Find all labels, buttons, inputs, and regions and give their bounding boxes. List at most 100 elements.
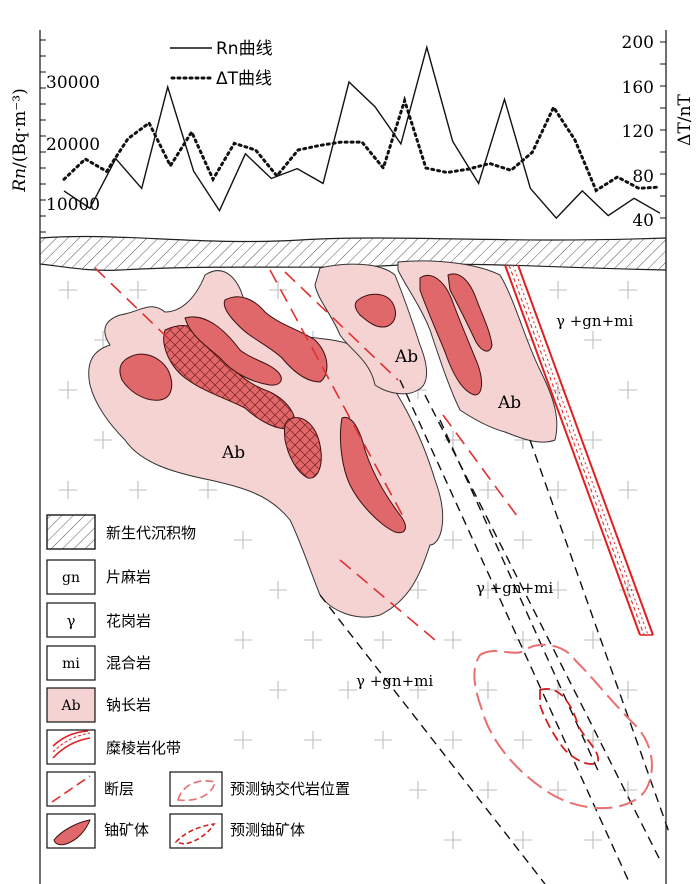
rn-series-line	[63, 44, 661, 220]
granite-plus-mark	[619, 781, 637, 799]
mylonite-zone	[504, 264, 654, 636]
legend-symbol-migmatite-text: mi	[62, 656, 80, 672]
granite-plus-mark	[549, 781, 567, 799]
legend-rn-label: Rn曲线	[216, 39, 273, 59]
granite-plus-mark	[444, 831, 462, 849]
ore-body	[447, 273, 493, 352]
fault-line	[284, 271, 399, 381]
granite-plus-mark	[514, 831, 532, 849]
granite-plus-mark	[514, 631, 532, 649]
left-axis-label: Rn/(Bq·m⁻³)	[10, 88, 30, 192]
ore-body	[184, 316, 282, 386]
left-axis-ticks	[40, 39, 46, 233]
dt-series-line	[62, 95, 662, 193]
granite-plus-mark	[374, 631, 392, 649]
granite-plus-mark	[479, 781, 497, 799]
ore-body	[354, 293, 396, 328]
granite-plus-mark	[479, 681, 497, 699]
black-dashed-lines	[319, 379, 671, 884]
granite-plus-mark	[129, 481, 147, 499]
granite-plus-mark	[619, 281, 637, 299]
legend-label-ore: 铀矿体	[104, 821, 149, 839]
legend-label-predicted-ore: 预测铀矿体	[230, 821, 305, 839]
granite-plus-mark	[514, 731, 532, 749]
ore-body	[339, 416, 406, 534]
granite-plus-mark	[584, 531, 602, 549]
legend-label-cenozoic: 新生代沉积物	[106, 524, 196, 542]
granite-plus-mark	[59, 381, 77, 399]
legend-label-predicted-albitite: 预测钠交代岩位置	[230, 780, 350, 798]
granite-plus-mark	[409, 681, 427, 699]
legend-label-granite: 花岗岩	[106, 612, 151, 630]
legend-symbol-ore	[46, 813, 96, 849]
albitite-body-middle	[314, 263, 427, 395]
granite-plus-mark	[409, 781, 427, 799]
right-axis-label: ΔT/nT	[675, 94, 695, 146]
cross-section: Ab Ab Ab γ +gn+mi γ +gn+mi γ +gn+mi	[39, 235, 671, 884]
granite-plus-mark	[584, 431, 602, 449]
granite-plus-mark	[479, 581, 497, 599]
left-axis-tick-label: 10000	[46, 195, 100, 215]
granite-label-middle: γ +gn+mi	[476, 579, 553, 597]
legend-label-mylonite: 糜棱岩化带	[106, 739, 181, 757]
ore-body	[419, 275, 483, 396]
map-legend: 新生代沉积物 gn 片麻岩 γ 花岗岩 mi 混合岩 Ab 钠长岩 糜棱岩化带 …	[46, 514, 350, 849]
legend-symbol-cenozoic	[46, 514, 96, 550]
legend-label-gneiss: 片麻岩	[106, 568, 151, 586]
granite-plus-mark	[269, 281, 287, 299]
legend-symbol-gneiss	[46, 559, 96, 595]
chart-legend: Rn曲线 ΔT曲线	[170, 39, 273, 89]
right-axis-tick-label: 120	[622, 122, 654, 142]
faults	[94, 267, 521, 641]
granite-plus-mark	[94, 431, 112, 449]
granite-plus-mark	[409, 581, 427, 599]
granite-plus-mark	[444, 531, 462, 549]
granite-plus-mark	[59, 481, 77, 499]
profile-chart: 30000 20000 10000 200 160 120 80 40 Rn/(…	[10, 30, 695, 240]
legend-label-albitite: 钠长岩	[106, 696, 151, 714]
legend-symbol-albitite	[46, 687, 96, 723]
granite-plus-mark	[479, 481, 497, 499]
ore-body	[223, 296, 328, 383]
predicted-albitite-outline	[473, 643, 653, 810]
granite-plus-mark	[234, 531, 252, 549]
granite-plus-mark	[339, 681, 357, 699]
albitite-label-main: Ab	[221, 443, 245, 463]
granite-plus-mark	[269, 581, 287, 599]
granite-plus-mark	[444, 731, 462, 749]
granite-plus-mark	[129, 281, 147, 299]
granite-plus-mark	[374, 731, 392, 749]
granite-plus-mark	[549, 281, 567, 299]
legend-symbol-granite-text: γ	[67, 612, 76, 630]
legend-symbol-mylonite	[46, 729, 96, 765]
legend-symbol-predicted-ore	[169, 813, 223, 849]
granite-plus-mark	[584, 831, 602, 849]
granite-plus-mark	[199, 481, 217, 499]
granite-plus-mark	[514, 531, 532, 549]
legend-symbol-gneiss-text: gn	[62, 570, 80, 586]
legend-symbol-fault	[46, 771, 96, 807]
granite-plus-mark	[304, 631, 322, 649]
right-axis-tick-label: 40	[632, 211, 654, 231]
albitite-label-middle: Ab	[394, 347, 418, 367]
cenozoic-sediment-layer	[39, 235, 667, 271]
right-axis-ticks	[660, 41, 666, 219]
granite-plus-mark	[234, 631, 252, 649]
legend-symbol-predicted-albitite	[169, 771, 223, 807]
granite-plus-mark	[549, 681, 567, 699]
granite-plus-mark	[549, 481, 567, 499]
albitite-label-right: Ab	[497, 393, 521, 413]
granite-plus-mark	[234, 731, 252, 749]
fault-line	[269, 269, 406, 521]
legend-dt-label: ΔT曲线	[216, 69, 272, 89]
granite-plus-mark	[59, 281, 77, 299]
granite-plus-mark	[619, 381, 637, 399]
granite-plus-mark	[269, 681, 287, 699]
left-axis-tick-label: 30000	[46, 73, 100, 93]
fault-line	[94, 267, 171, 341]
granite-label-upper: γ +gn+mi	[556, 312, 633, 330]
legend-label-migmatite: 混合岩	[106, 654, 151, 672]
right-axis-tick-label: 200	[622, 33, 654, 53]
ore-body	[119, 353, 173, 401]
granite-plus-mark	[304, 731, 322, 749]
